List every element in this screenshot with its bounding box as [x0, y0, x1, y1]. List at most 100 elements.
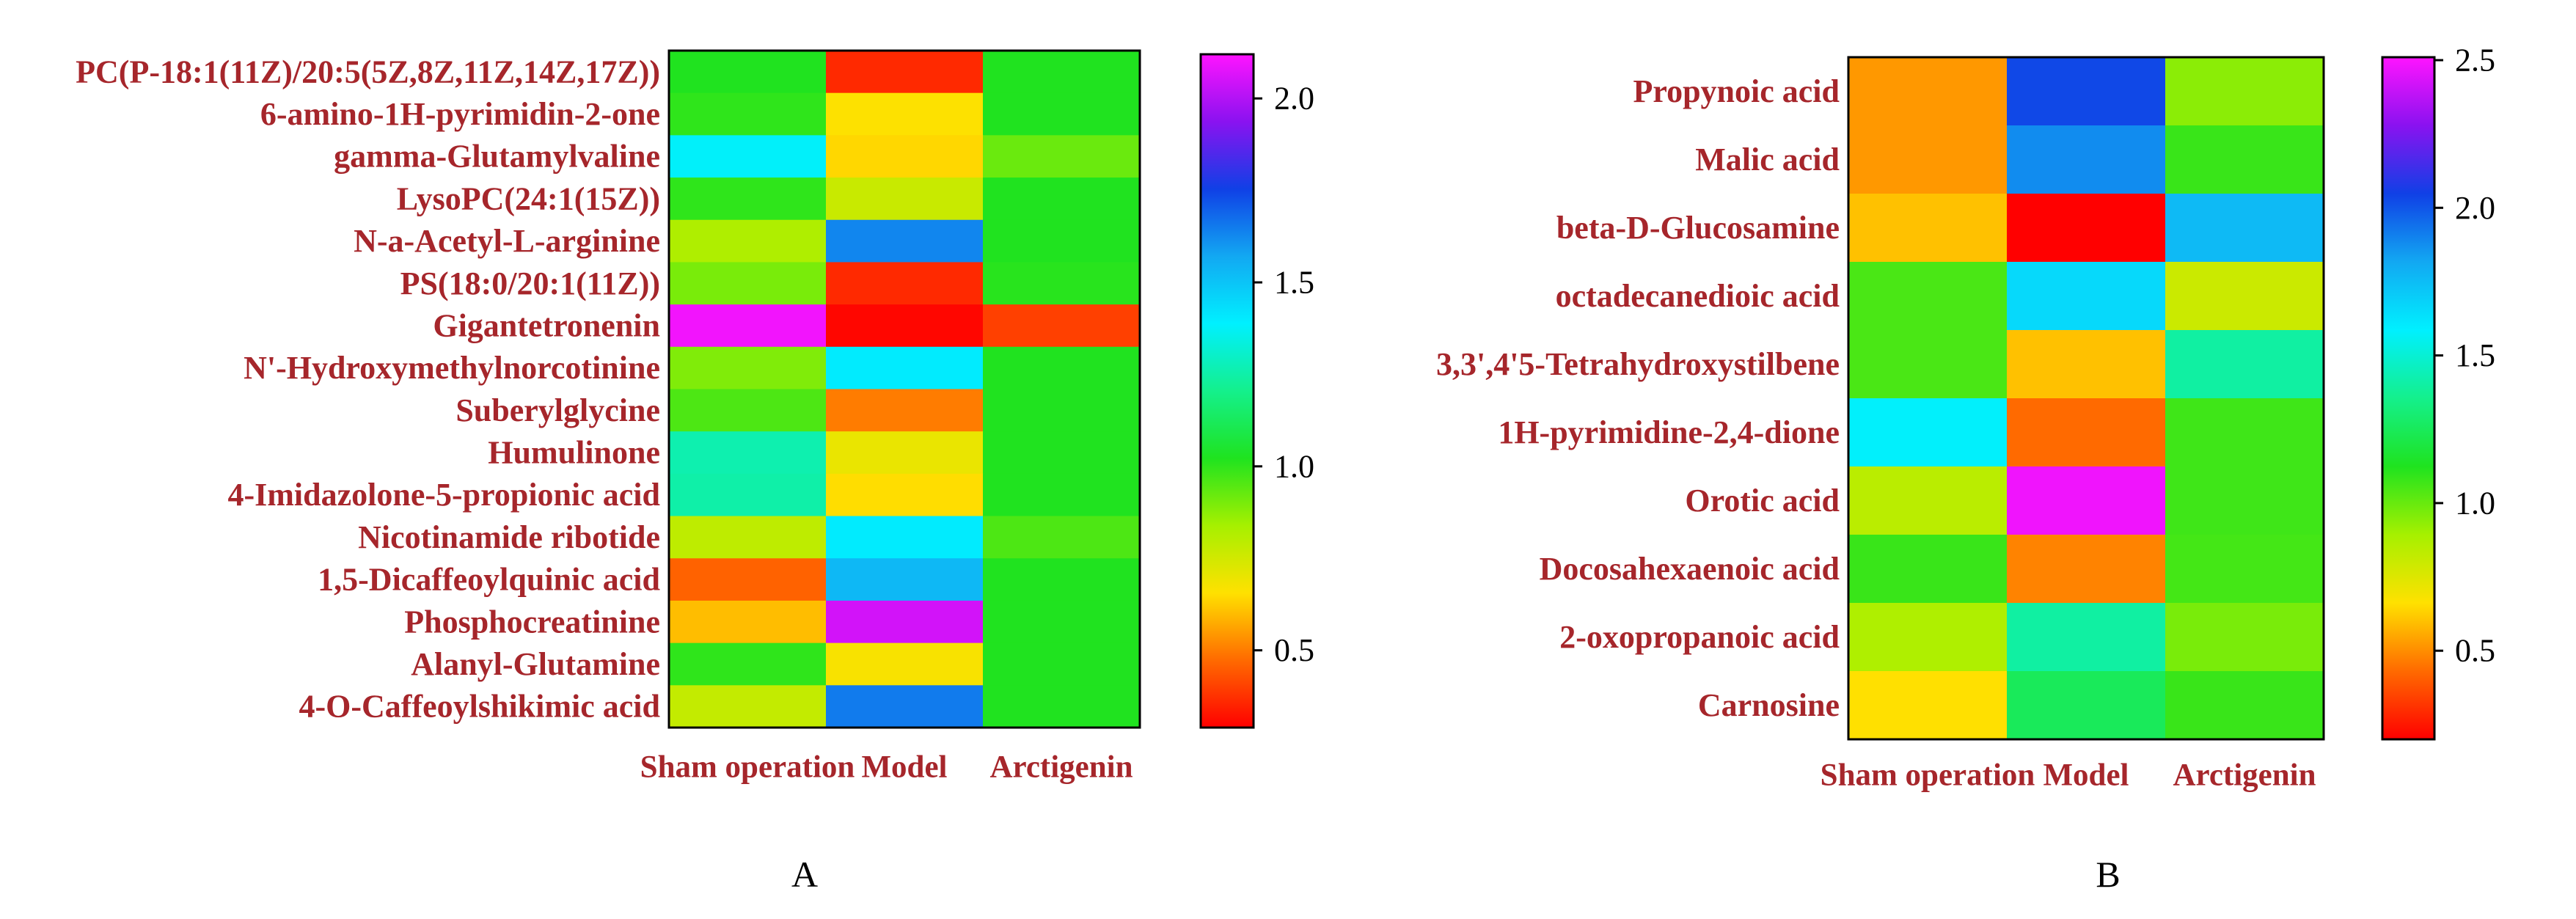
heatmap-cell [983, 473, 1141, 517]
heatmap-cell [2007, 330, 2166, 399]
heatmap-cell [1848, 57, 2008, 126]
row-label: Suberylglycine [455, 392, 660, 428]
row-label: beta-D-Glucosamine [1556, 210, 1840, 246]
row-label: PC(P-18:1(11Z)/20:5(5Z,8Z,11Z,14Z,17Z)) [76, 54, 660, 89]
row-label: Gigantetronenin [433, 307, 660, 343]
colorbar-tick-label: 0.5 [2455, 633, 2495, 669]
row-label: 3,3',4'5-Tetrahydroxystilbene [1436, 346, 1840, 382]
colorbar [1199, 53, 1255, 729]
heatmap-cell [983, 431, 1141, 475]
row-label: Humulinone [488, 435, 660, 471]
heatmap-cell [983, 685, 1141, 728]
heatmap-cell [669, 558, 827, 601]
heatmap-cell [2165, 194, 2324, 263]
heatmap-cell [826, 262, 984, 305]
column-label: Sham operation [1821, 758, 2035, 793]
colorbar-tick-label: 1.5 [1274, 265, 1314, 301]
colorbar-tick-label: 1.0 [1274, 448, 1314, 484]
heatmap-cell [2007, 125, 2166, 194]
panel-b: Propynoic acid Malic acid beta-D-Glucosami… [1436, 43, 2495, 895]
heatmap-cell [2007, 466, 2166, 535]
heatmap-cell [669, 262, 827, 305]
colorbar-tick-label: 2.5 [2455, 43, 2495, 78]
row-label: 6-amino-1H-pyrimidin-2-one [260, 96, 660, 132]
row-label: N-a-Acetyl-L-arginine [354, 223, 660, 259]
heatmap-cell [826, 92, 984, 136]
heatmap-cell [826, 516, 984, 559]
colorbar-tick-label: 0.5 [1274, 632, 1314, 668]
heatmap-cell [826, 219, 984, 263]
panel-label: B [2096, 854, 2120, 895]
heatmap-cell [2007, 671, 2166, 740]
heatmap-cell [1848, 671, 2008, 740]
heatmap-cell [2007, 262, 2166, 331]
colorbar-tick-label: 1.5 [2455, 337, 2495, 373]
heatmap-cell [2007, 57, 2166, 126]
row-label: octadecanedioic acid [1556, 278, 1840, 314]
heatmap-cell [2165, 671, 2324, 740]
heatmap-cell [2165, 57, 2324, 126]
panel-label: A [791, 854, 818, 895]
heatmap-cell [1848, 398, 2008, 467]
heatmap-cell [1848, 466, 2008, 535]
heatmap-cell [669, 177, 827, 221]
row-label: 1H-pyrimidine-2,4-dione [1498, 414, 1840, 450]
heatmap-cell [826, 473, 984, 517]
heatmap-cell [669, 92, 827, 136]
heatmap-cell [1848, 125, 2008, 194]
heatmap-cell [983, 558, 1141, 601]
heatmap-cell [826, 642, 984, 686]
colorbar-tick-label: 2.0 [1274, 81, 1314, 117]
heatmap-cell [826, 431, 984, 475]
heatmap-cell [826, 304, 984, 348]
row-label: 4-Imidazolone-5-propionic acid [227, 477, 660, 513]
heatmap-cell [669, 473, 827, 517]
heatmap-cell [2165, 466, 2324, 535]
heatmap-cell [2165, 603, 2324, 672]
heatmap-cell [1848, 262, 2008, 331]
heatmap-cell [669, 219, 827, 263]
heatmap-cell [826, 600, 984, 644]
heatmap-cell [983, 92, 1141, 136]
row-label: LysoPC(24:1(15Z)) [397, 180, 660, 216]
heatmap-cell [2165, 398, 2324, 467]
heatmap-cell [826, 177, 984, 221]
row-label: Orotic acid [1685, 483, 1840, 519]
heatmap-cell [669, 304, 827, 348]
row-label: Docosahexaenoic acid [1540, 551, 1840, 587]
column-label: Sham operation [640, 750, 855, 785]
heatmap-cell [669, 389, 827, 432]
heatmap-cell [669, 600, 827, 644]
heatmap-cell [2165, 125, 2324, 194]
panel-a: PC(P-18:1(11Z)/20:5(5Z,8Z,11Z,14Z,17Z)) 6… [76, 49, 1314, 895]
heatmap-cell [826, 389, 984, 432]
heatmap-cell [826, 346, 984, 390]
heatmap-cell [669, 431, 827, 475]
heatmap-cell [669, 51, 827, 94]
heatmap-cell [983, 304, 1141, 348]
row-label: Nicotinamide ribotide [358, 519, 660, 555]
row-label: 1,5-Dicaffeoylquinic acid [318, 562, 660, 598]
heatmap-cell [983, 600, 1141, 644]
row-label: N'-Hydroxymethylnorcotinine [244, 350, 660, 386]
column-label: Arctigenin [2173, 758, 2316, 793]
heatmap-cell [669, 685, 827, 728]
heatmap-cell [669, 135, 827, 178]
heatmap-cell [1848, 603, 2008, 672]
heatmap-cell [826, 51, 984, 94]
colorbar-tick-label: 1.0 [2455, 485, 2495, 521]
heatmap-cell [2165, 330, 2324, 399]
column-label: Arctigenin [989, 750, 1133, 785]
row-label: PS(18:0/20:1(11Z)) [400, 266, 660, 301]
heatmap-cell [826, 685, 984, 728]
column-label: Model [2043, 758, 2129, 793]
heatmap-cell [1848, 330, 2008, 399]
heatmap-cell [2007, 398, 2166, 467]
heatmap-cell [983, 219, 1141, 263]
colorbar [2381, 56, 2436, 741]
row-label: Carnosine [1698, 687, 1840, 723]
column-label: Model [861, 750, 947, 785]
heatmap-cell [2007, 194, 2166, 263]
row-label: Propynoic acid [1633, 73, 1840, 109]
